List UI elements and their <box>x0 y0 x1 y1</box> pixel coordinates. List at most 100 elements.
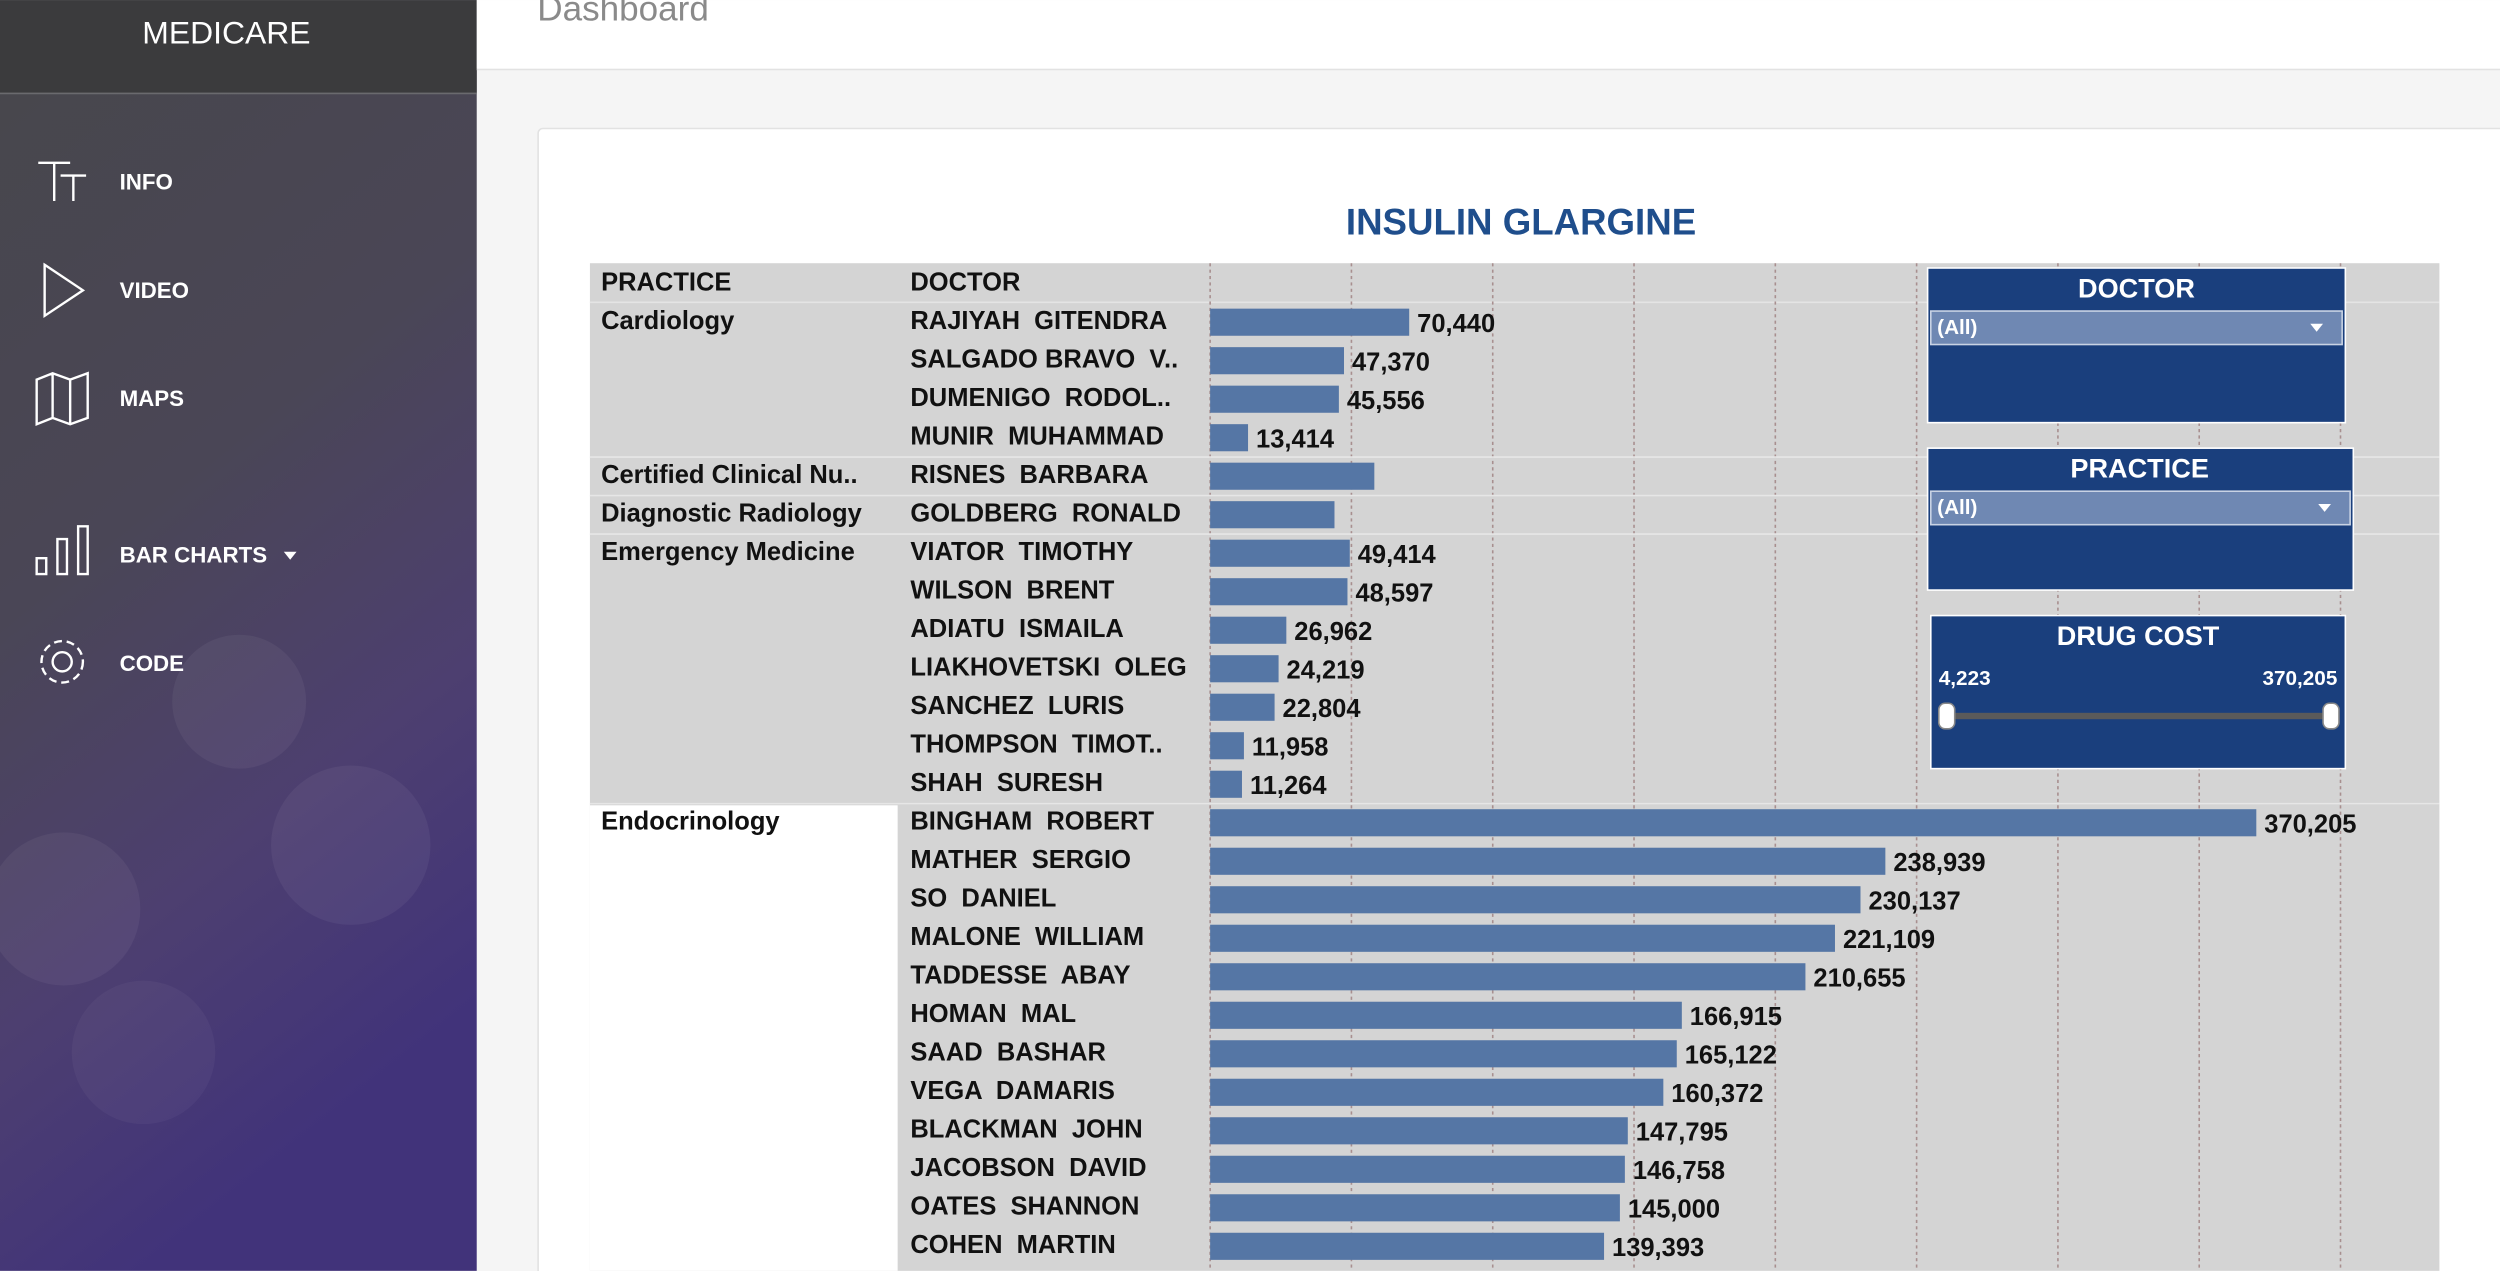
bar <box>1210 924 1835 952</box>
slider-handle[interactable] <box>1937 702 1956 730</box>
dropdown-value[interactable]: (All) <box>1937 316 1977 339</box>
decor <box>71 980 216 1125</box>
value-label: 370,205 <box>2264 811 2356 839</box>
nav-label[interactable]: CODE <box>120 651 185 676</box>
nav-maps[interactable]: MAPS <box>35 371 185 427</box>
bar <box>1210 1040 1677 1068</box>
bar <box>1210 501 1335 529</box>
bar <box>1210 732 1244 760</box>
sidebar-top <box>0 0 477 93</box>
sidebar: MEDICARE INFO VIDEO MAPS BAR CHARTS CODE <box>0 0 477 1271</box>
bar <box>1210 462 1375 490</box>
bar <box>1210 1078 1664 1106</box>
range-max-label: 370,205 <box>2262 667 2337 690</box>
nav-code[interactable]: CODE <box>40 639 185 684</box>
doctor-label: BINGHAM ROBERT <box>910 807 1154 835</box>
value-label: 13,414 <box>1256 426 1335 454</box>
value-label: 47,370 <box>1352 349 1430 377</box>
nav-label[interactable]: INFO <box>120 169 173 194</box>
value-label: 48,597 <box>1355 580 1433 608</box>
value-label: 165,122 <box>1685 1042 1777 1070</box>
filter-title: DOCTOR <box>2078 272 2195 303</box>
doctor-label: SANCHEZ LURIS <box>910 692 1124 720</box>
doctor-label: SALGADO BRAVO V.. <box>910 345 1178 373</box>
doctor-label: ADIATU ISMAILA <box>910 615 1123 643</box>
doctor-label: VIATOR TIMOTHY <box>910 538 1133 566</box>
doctor-label: SHAH SURESH <box>910 769 1103 797</box>
doctor-label: WILSON BRENT <box>910 576 1114 604</box>
bar <box>1210 1117 1628 1145</box>
bar <box>1210 770 1242 798</box>
value-label: 70,440 <box>1417 310 1495 338</box>
decor <box>271 765 431 925</box>
bar <box>1210 1232 1605 1260</box>
dropdown[interactable] <box>1930 490 2351 526</box>
doctor-label: MUNIR MUHAMMAD <box>910 422 1164 450</box>
bar <box>1210 963 1806 991</box>
value-label: 146,758 <box>1633 1157 1725 1185</box>
caret <box>2310 323 2324 332</box>
value-label: 49,414 <box>1358 541 1437 569</box>
value-label: 26,962 <box>1294 618 1372 646</box>
nav-label[interactable]: VIDEO <box>120 278 189 303</box>
filter-title: DRUG COST <box>2057 620 2220 651</box>
bar <box>1210 616 1287 644</box>
icon <box>35 371 89 427</box>
nav-video[interactable]: VIDEO <box>43 262 189 319</box>
nav-label[interactable]: MAPS <box>120 386 185 411</box>
filter-drug-cost: DRUG COST 4,223 370,205 <box>1930 614 2347 770</box>
sidebar-bg <box>0 0 477 1271</box>
icon <box>51 651 73 673</box>
doctor-label: OATES SHANNON <box>910 1193 1139 1221</box>
practice-label: Cardiology <box>601 307 735 335</box>
doctor-label: SAAD BASHAR <box>910 1039 1106 1067</box>
bar <box>1210 809 2257 837</box>
page-title: Dashboard <box>537 0 709 29</box>
bar <box>1210 847 1886 875</box>
icon <box>43 262 86 319</box>
range-min-label: 4,223 <box>1939 667 1991 690</box>
doctor-label: GOLDBERG RONALD <box>910 499 1181 527</box>
nav-label[interactable]: BAR CHARTS <box>120 542 268 567</box>
bar <box>1210 308 1410 336</box>
icon <box>38 161 87 202</box>
doctor-label: VEGA DAMARIS <box>910 1077 1115 1105</box>
filter-box <box>1926 267 2347 424</box>
dropdown[interactable] <box>1930 310 2343 346</box>
dropdown-value[interactable]: (All) <box>1937 496 1977 519</box>
bar <box>1210 1194 1620 1222</box>
value-label: 230,137 <box>1868 888 1960 916</box>
icon <box>35 525 89 576</box>
value-label: 11,958 <box>1252 734 1329 762</box>
doctor-label: RAJIYAH GITENDRA <box>910 307 1167 335</box>
column-header: PRACTICE <box>601 269 731 297</box>
practice-label: Endocrinology <box>601 807 780 835</box>
value-label: 145,000 <box>1628 1196 1720 1224</box>
nav-info[interactable]: INFO <box>38 161 173 202</box>
caret <box>2318 503 2331 512</box>
doctor-label: THOMPSON TIMOT.. <box>910 730 1162 758</box>
value-label: 160,372 <box>1671 1080 1763 1108</box>
bar <box>1210 385 1339 413</box>
value-label: 11,264 <box>1250 772 1327 800</box>
doctor-label: COHEN MARTIN <box>910 1231 1115 1259</box>
decor <box>172 634 307 769</box>
value-label: 238,939 <box>1893 849 1985 877</box>
bar <box>1210 886 1861 914</box>
bar <box>1210 578 1348 606</box>
filter-practice: PRACTICE (All) <box>1926 447 2355 591</box>
doctor-label: HOMAN MAL <box>910 1000 1076 1028</box>
value-label: 22,804 <box>1283 695 1362 723</box>
doctor-label: LIAKHOVETSKI OLEG <box>910 653 1186 681</box>
practice-label: Emergency Medicine <box>601 538 855 566</box>
slider-handle[interactable] <box>2322 702 2340 730</box>
doctor-label: SO DANIEL <box>910 885 1056 913</box>
header-bar <box>476 0 2500 69</box>
value-label: 147,795 <box>1636 1119 1728 1147</box>
bar <box>1210 1001 1682 1029</box>
doctor-label: DUMENIGO RODOL.. <box>910 384 1171 412</box>
nav-bar-charts[interactable]: BAR CHARTS <box>35 525 297 576</box>
chart-title: INSULIN GLARGINE <box>1346 202 1696 243</box>
decor <box>0 832 141 986</box>
